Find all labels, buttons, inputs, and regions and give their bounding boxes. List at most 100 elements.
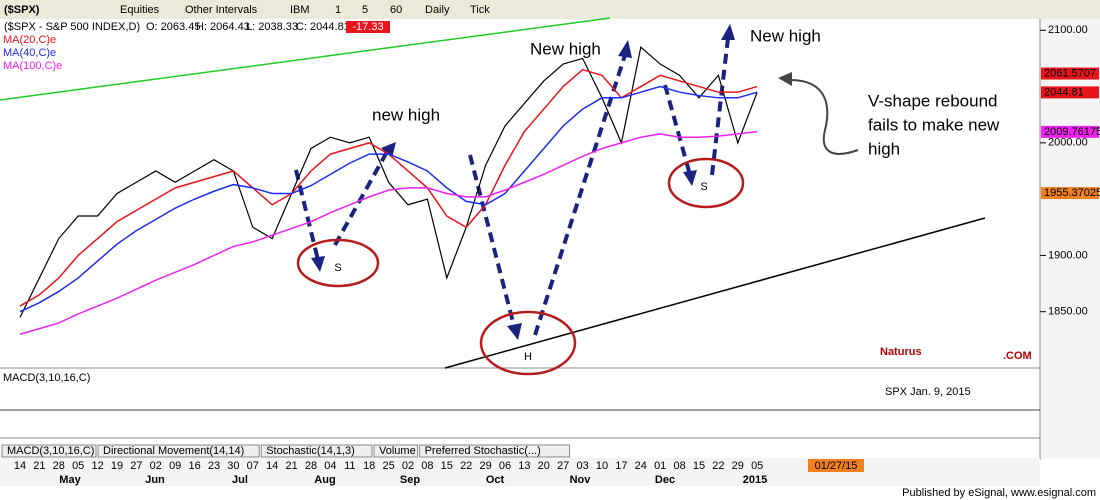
toolbar-item[interactable]: 60: [390, 4, 402, 16]
brand-suffix: .COM: [1003, 350, 1032, 362]
price-line: [19, 46, 758, 318]
arrowhead: [381, 142, 396, 158]
x-tick-label: 14: [14, 460, 26, 472]
y-tick-label: 2000.00: [1048, 137, 1088, 149]
month-label: Oct: [486, 474, 505, 486]
legend-entry: MA(20,C)e: [3, 34, 56, 46]
arrowhead: [311, 256, 325, 272]
toolbar-item[interactable]: Other Intervals: [185, 4, 258, 16]
x-tick-label: 27: [130, 460, 142, 472]
arrow: [333, 149, 390, 246]
tab-label: Stochastic(14,1,3): [266, 445, 355, 457]
x-tick-label: 10: [596, 460, 608, 472]
price-label: 2061.5707: [1044, 67, 1096, 79]
annotation: V-shape rebound: [868, 91, 998, 110]
month-label: Dec: [655, 474, 675, 486]
price-label: 2044.81: [1044, 86, 1084, 98]
y-tick-label: 2100.00: [1048, 24, 1088, 36]
annotation: new high: [372, 105, 440, 124]
header-change: -17.33: [352, 21, 383, 33]
legend-entry: MA(100,C)e: [3, 60, 62, 72]
indicator-label: MACD(3,10,16,C): [3, 372, 90, 384]
month-label: Sep: [400, 474, 420, 486]
ellipse: [296, 238, 380, 288]
x-tick-label: 07: [247, 460, 259, 472]
arrowheads: [311, 24, 735, 340]
ellipse: [667, 157, 745, 209]
month-label: Nov: [570, 474, 592, 486]
x-tick-label: 11: [344, 460, 355, 472]
y-tick-label: 1850.00: [1048, 306, 1088, 318]
x-tick-label: 08: [673, 460, 685, 472]
annotation: S: [334, 262, 341, 274]
arrowhead: [618, 40, 632, 58]
x-tick-label: 15: [693, 460, 705, 472]
price-box: [1041, 86, 1099, 99]
tab[interactable]: [373, 444, 419, 458]
arrowhead: [507, 323, 522, 340]
toolbar-item[interactable]: Daily: [425, 4, 450, 16]
legend-entry: MA(40,C)e: [3, 47, 56, 59]
annotation: S: [700, 181, 707, 193]
x-tick-label: 27: [557, 460, 569, 472]
toolbar-item[interactable]: Tick: [470, 4, 490, 16]
x-axis-band: [0, 458, 1040, 486]
arrow: [533, 54, 627, 336]
price-box: [1041, 67, 1099, 80]
y-axis-band: [1040, 19, 1100, 459]
x-tick-label: 21: [285, 460, 297, 472]
tab[interactable]: [1, 444, 97, 458]
x-tick-label: 28: [53, 460, 65, 472]
month-label: 2015: [743, 474, 767, 486]
x-tick-label: 16: [188, 460, 200, 472]
annotation: high: [868, 139, 900, 158]
month-label: Aug: [314, 474, 335, 486]
toolbar: [0, 0, 1100, 19]
x-tick-label: 09: [169, 460, 181, 472]
arrowhead: [721, 24, 735, 40]
moving-average: [19, 85, 758, 313]
date-box: [808, 459, 864, 472]
x-tick-label: 04: [324, 460, 336, 472]
x-tick-label: 30: [227, 460, 239, 472]
ellipse: [479, 310, 577, 376]
annotation: fails to make new: [868, 115, 1000, 134]
arrow: [468, 154, 517, 331]
x-tick-label: 13: [518, 460, 530, 472]
x-tick-label: 22: [712, 460, 724, 472]
tab[interactable]: [419, 444, 571, 458]
toolbar-item[interactable]: IBM: [290, 4, 310, 16]
toolbar-item[interactable]: Equities: [120, 4, 160, 16]
x-tick-label: 15: [441, 460, 453, 472]
header-high: H: 2064.43: [196, 21, 250, 33]
footer: Published by eSignal, www.esignal.com: [902, 487, 1096, 499]
symbol: ($SPX): [4, 4, 40, 16]
toolbar-item[interactable]: 1: [335, 4, 341, 16]
moving-average: [19, 130, 758, 335]
x-tick-label: 02: [402, 460, 414, 472]
x-tick-label: 28: [305, 460, 317, 472]
x-tick-label: 05: [751, 460, 763, 472]
change-box: [346, 21, 390, 33]
trend-line: [0, 17, 611, 101]
header-title: ($SPX - S&P 500 INDEX,D): [4, 21, 140, 33]
price-label: 2009.76175: [1044, 126, 1100, 138]
tab-label: Directional Movement(14,14): [103, 445, 244, 457]
x-tick-label: 12: [91, 460, 103, 472]
annotation: New high: [750, 26, 821, 45]
toolbar-item[interactable]: 5: [362, 4, 368, 16]
x-tick-label: 21: [33, 460, 45, 472]
x-tick-label: 18: [363, 460, 375, 472]
x-tick-label: 19: [111, 460, 123, 472]
tab[interactable]: [260, 444, 373, 458]
x-tick-label: 17: [615, 460, 627, 472]
x-tick-label: 01: [654, 460, 666, 472]
trend-line: [444, 217, 986, 369]
x-tick-label: 23: [208, 460, 220, 472]
x-tick-label: 24: [635, 460, 647, 472]
tab[interactable]: [97, 444, 260, 458]
x-tick-label: 14: [266, 460, 278, 472]
